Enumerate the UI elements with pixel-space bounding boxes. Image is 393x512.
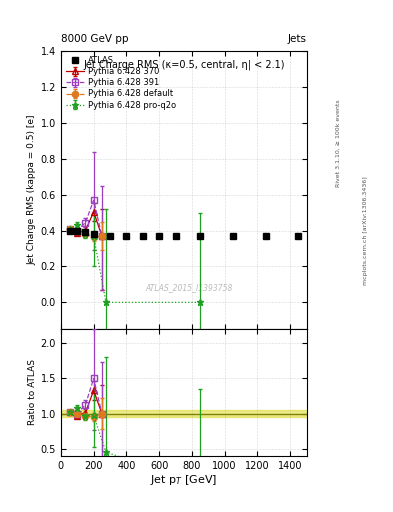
Bar <box>61 410 307 417</box>
ATLAS <box>83 228 88 234</box>
ATLAS <box>198 233 202 239</box>
Text: Jet Charge RMS (κ=0.5, central, η| < 2.1): Jet Charge RMS (κ=0.5, central, η| < 2.1… <box>83 59 285 70</box>
Y-axis label: Jet Charge RMS (kappa = 0.5) [e]: Jet Charge RMS (kappa = 0.5) [e] <box>28 115 37 266</box>
ATLAS <box>108 233 112 239</box>
ATLAS <box>68 227 72 233</box>
Y-axis label: Ratio to ATLAS: Ratio to ATLAS <box>28 359 37 425</box>
ATLAS <box>124 233 129 239</box>
Legend: ATLAS, Pythia 6.428 370, Pythia 6.428 391, Pythia 6.428 default, Pythia 6.428 pr: ATLAS, Pythia 6.428 370, Pythia 6.428 39… <box>63 54 178 112</box>
Text: 8000 GeV pp: 8000 GeV pp <box>61 33 129 44</box>
ATLAS <box>91 231 96 237</box>
ATLAS <box>75 227 80 233</box>
ATLAS <box>230 233 235 239</box>
Text: Jets: Jets <box>288 33 307 44</box>
ATLAS <box>263 233 268 239</box>
Line: ATLAS: ATLAS <box>67 227 301 240</box>
Text: ATLAS_2015_I1393758: ATLAS_2015_I1393758 <box>145 283 232 292</box>
X-axis label: Jet p$_T$ [GeV]: Jet p$_T$ [GeV] <box>150 473 217 487</box>
ATLAS <box>296 233 301 239</box>
ATLAS <box>173 233 178 240</box>
ATLAS <box>140 233 145 240</box>
Text: Rivet 3.1.10, ≥ 100k events: Rivet 3.1.10, ≥ 100k events <box>336 99 340 187</box>
Text: mcplots.cern.ch [arXiv:1306.3436]: mcplots.cern.ch [arXiv:1306.3436] <box>363 176 368 285</box>
ATLAS <box>157 233 162 240</box>
